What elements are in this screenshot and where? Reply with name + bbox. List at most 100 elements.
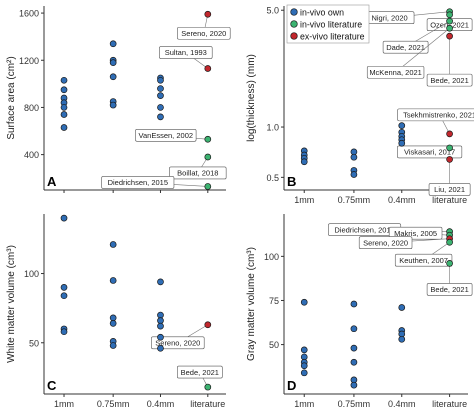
- panel-c-point-in-vivo-own: [109, 342, 117, 349]
- label-box-bede-2021: [177, 365, 223, 379]
- panel-b-point-in-vivo-literature: [446, 17, 453, 25]
- panel-d: 50 75 100 1mm 0.75mm 0.4mm literature Gray matt…: [246, 214, 473, 409]
- panel-d-x-tick-label: 0.75mm: [338, 399, 371, 409]
- panel-d-point-in-vivo-own: [350, 381, 358, 389]
- panel-c-point-ex-vivo-literature: [204, 321, 212, 329]
- label-text-viskasari-2017: Viskasari, 2017: [404, 148, 455, 157]
- panel-c-point-in-vivo-own: [157, 322, 164, 330]
- panel-c-point-in-vivo-own: [157, 317, 164, 324]
- label-text-keuthen-2007: Keuthen, 2007: [399, 256, 448, 265]
- panel-d-point-in-vivo-own: [398, 335, 406, 343]
- panel-d-point-in-vivo-own: [300, 346, 308, 354]
- panel-c-point-in-vivo-own: [109, 320, 117, 327]
- panel-b-x-tick-label: literature: [432, 195, 467, 205]
- panel-c-y-tick-label: 100: [24, 269, 39, 279]
- label-box-dade-2021: [382, 40, 429, 54]
- legend-box: [286, 4, 370, 44]
- label-box-liu-2021: [428, 183, 471, 196]
- panel-b-y-tick-label: 0.5: [266, 173, 279, 183]
- label-text-boillat-2018: Boillat, 2018: [177, 169, 218, 178]
- panel-a-y-tick-label: 1600: [19, 9, 39, 19]
- legend-label-in-vivo-own: in-vivo own: [300, 7, 344, 17]
- panel-b-letter: B: [287, 174, 296, 189]
- panel-b-x-tick-label: 0.75mm: [338, 195, 371, 205]
- panel-b-y-label: log(thickness) (mm): [246, 54, 257, 142]
- legend-swatch-in-vivo-own: [290, 8, 298, 16]
- panel-a-point-in-vivo-literature: [204, 183, 212, 190]
- legend-swatch-in-vivo-literature: [290, 20, 298, 28]
- panel-c-x-tick-label: 0.4mm: [147, 399, 175, 409]
- label-text-diedrichsen-2015: Diedrichsen, 2015: [108, 178, 168, 187]
- panel-a-point-in-vivo-own: [157, 76, 164, 84]
- label-box-diedrichsen-2015: [101, 176, 175, 189]
- panel-c-x-tick-label: 0.75mm: [97, 399, 130, 409]
- label-box-mckenna-2021: [366, 65, 425, 79]
- panel-a-point-in-vivo-own: [109, 40, 117, 48]
- label-box-sereno-2020: [177, 26, 231, 40]
- panel-b-point-in-vivo-own: [350, 153, 358, 161]
- label-box-bede-2021: [426, 73, 473, 87]
- label-text-mckenna-2021: McKenna, 2021: [369, 68, 422, 77]
- panel-c-point-in-vivo-own: [157, 311, 164, 319]
- panel-b-y-tick-label: 5.0: [266, 6, 279, 16]
- panel-d-x-tick-label: literature: [432, 399, 467, 409]
- panel-c-point-in-vivo-own: [60, 292, 68, 300]
- label-text-tsekhmistrenko-2021: Tsekhmistrenko, 2021: [403, 111, 474, 120]
- panel-d-point-in-vivo-own: [300, 369, 308, 377]
- label-box-sultan-1993: [159, 46, 213, 59]
- panel-b-point-in-vivo-own: [398, 139, 406, 147]
- panel-a-point-in-vivo-own: [157, 113, 164, 121]
- panel-a-point-in-vivo-own: [60, 86, 68, 94]
- panel-d-letter: D: [287, 378, 296, 393]
- label-text-nigri-2020: Nigri, 2020: [371, 13, 407, 22]
- panel-b-point-in-vivo-literature: [446, 144, 453, 152]
- panel-d-point-in-vivo-own: [350, 358, 358, 366]
- panel-b-x-tick-label: 1mm: [294, 195, 314, 205]
- label-box-keuthen-2007: [394, 253, 453, 267]
- label-box-vanessen-2002: [135, 128, 197, 142]
- label-box-boillat-2018: [169, 166, 227, 180]
- label-text-sereno-2020: Sereno, 2020: [155, 338, 200, 347]
- panel-c-point-in-vivo-own: [60, 328, 68, 336]
- panel-c-x-tick-label: literature: [190, 399, 225, 409]
- legend-swatch-ex-vivo-literature: [290, 32, 298, 40]
- panel-d-y-label: Gray matter volume (cm³): [246, 247, 257, 361]
- panel-b-y-tick-label: 1.0: [266, 123, 279, 133]
- panel-b-point-in-vivo-own: [350, 171, 358, 178]
- panel-a-point-in-vivo-own: [109, 59, 117, 66]
- panel-a-point-in-vivo-own: [60, 111, 68, 118]
- panel-b: 0.5 1.0 5.0 1mm 0.75mm 0.4mm literature log(thi…: [246, 6, 474, 205]
- panel-c-point-in-vivo-own: [157, 344, 164, 352]
- panel-a-point-in-vivo-own: [60, 76, 68, 84]
- panel-a-y-tick-label: 400: [24, 150, 39, 160]
- label-text-makris-2005: Makris, 2005: [394, 229, 437, 238]
- panel-d-x-tick-label: 0.4mm: [388, 399, 416, 409]
- panel-a-point-in-vivo-literature: [204, 135, 212, 143]
- label-text-bede-2021: Bede, 2021: [430, 76, 468, 85]
- panel-b-point-ex-vivo-literature: [446, 130, 453, 138]
- panel-a-point-in-vivo-own: [109, 101, 117, 109]
- panel-d-y-tick-label: 50: [269, 340, 279, 350]
- panel-a-y-label: Surface area (cm²): [6, 56, 17, 139]
- panel-a-point-in-vivo-own: [60, 104, 68, 111]
- label-box-sereno-2020: [358, 236, 413, 250]
- label-text-bede-2021: Bede, 2021: [181, 368, 219, 377]
- panel-d-point-in-vivo-own: [350, 300, 358, 308]
- label-box-bede-2021: [426, 283, 473, 296]
- panel-b-point-ex-vivo-literature: [446, 156, 453, 163]
- label-box-sereno-2020: [151, 336, 205, 350]
- panel-a-y-tick-label: 800: [24, 103, 39, 113]
- panel-c-point-in-vivo-own: [157, 278, 164, 286]
- panel-a-letter: A: [47, 174, 57, 189]
- panel-a-y-tick-label: 1200: [19, 56, 39, 66]
- panel-c-point-in-vivo-own: [109, 314, 117, 322]
- label-text-diedrichsen-2015: Diedrichsen, 2015: [334, 225, 394, 234]
- legend-label-ex-vivo-literature: ex-vivo literature: [300, 31, 365, 41]
- panel-a-point-in-vivo-own: [109, 73, 117, 81]
- panel-c-point-in-vivo-literature: [204, 383, 212, 391]
- panel-a-point-in-vivo-own: [157, 104, 164, 111]
- label-text-dade-2021: Dade, 2021: [386, 43, 425, 52]
- panel-c-point-in-vivo-own: [109, 277, 117, 284]
- panel-d-point-in-vivo-own: [350, 325, 358, 333]
- panel-b-x-tick-label: 0.4mm: [388, 195, 416, 205]
